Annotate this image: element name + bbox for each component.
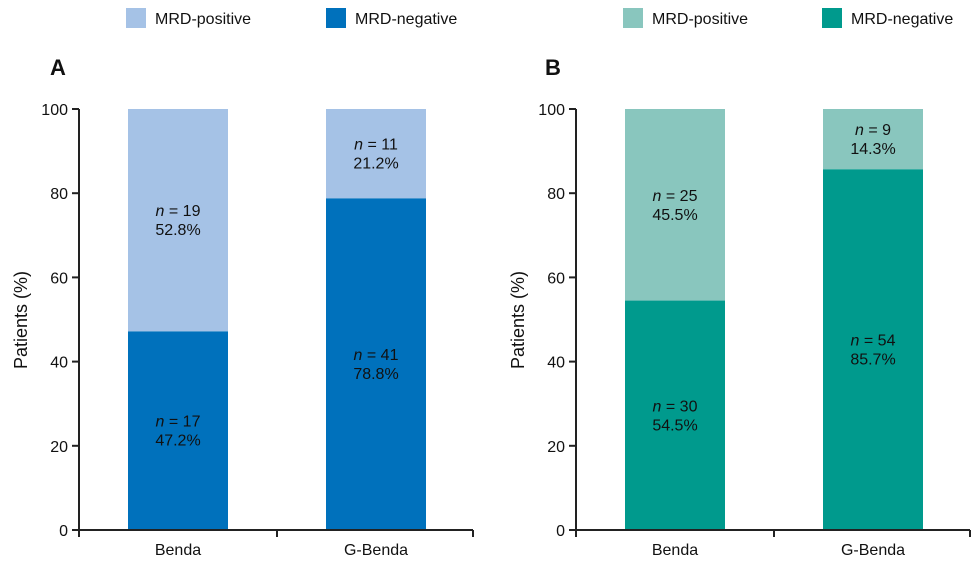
data-label-percent-mrd-negative-g-benda-b: 85.7% bbox=[850, 352, 895, 369]
x-tick-label-g-benda-b: G-Benda bbox=[841, 542, 905, 559]
data-label-n-mrd-positive-benda-a: n = 19 bbox=[156, 203, 201, 220]
data-label-n-mrd-positive-g-benda-a: n = 11 bbox=[354, 137, 398, 154]
data-label-n-mrd-positive-benda-b: n = 25 bbox=[653, 188, 698, 205]
legend-label-mrd-positive-a: MRD-positive bbox=[155, 11, 251, 28]
x-tick-label-benda-b: Benda bbox=[652, 542, 698, 559]
y-tick-label-0-b: 0 bbox=[556, 523, 565, 540]
bar-mrd-positive-g-benda-a bbox=[326, 109, 426, 199]
y-tick-label-100-a: 100 bbox=[41, 102, 68, 119]
y-tick-label-80-b: 80 bbox=[547, 186, 565, 203]
y-tick-label-20-a: 20 bbox=[50, 439, 68, 456]
data-label-percent-mrd-positive-benda-b: 45.5% bbox=[652, 207, 697, 224]
y-tick-label-100-b: 100 bbox=[538, 102, 565, 119]
legend-swatch-mrd-negative-a bbox=[326, 8, 346, 28]
legend-swatch-mrd-positive-a bbox=[126, 8, 146, 28]
bar-mrd-positive-benda-a bbox=[128, 109, 228, 332]
data-label-percent-mrd-negative-benda-a: 47.2% bbox=[155, 433, 200, 450]
y-tick-label-80-a: 80 bbox=[50, 186, 68, 203]
y-axis-label-a: Patients (%) bbox=[11, 271, 31, 369]
data-label-n-mrd-negative-g-benda-a: n = 41 bbox=[354, 347, 399, 364]
bar-mrd-negative-benda-b bbox=[625, 300, 725, 530]
panel-label-a: A bbox=[50, 55, 66, 80]
data-label-percent-mrd-positive-benda-a: 52.8% bbox=[155, 222, 200, 239]
legend-swatch-mrd-positive-b bbox=[623, 8, 643, 28]
data-label-percent-mrd-positive-g-benda-a: 21.2% bbox=[353, 156, 398, 173]
y-tick-label-20-b: 20 bbox=[547, 439, 565, 456]
bar-mrd-positive-g-benda-b bbox=[823, 109, 923, 170]
data-label-n-mrd-negative-benda-b: n = 30 bbox=[653, 398, 698, 415]
x-tick-label-benda-a: Benda bbox=[155, 542, 201, 559]
legend-label-mrd-positive-b: MRD-positive bbox=[652, 11, 748, 28]
bar-mrd-negative-g-benda-a bbox=[326, 198, 426, 530]
y-tick-label-40-b: 40 bbox=[547, 355, 565, 372]
data-label-percent-mrd-negative-g-benda-a: 78.8% bbox=[353, 366, 398, 383]
data-label-n-mrd-positive-g-benda-b: n = 9 bbox=[855, 122, 891, 139]
bar-mrd-negative-g-benda-b bbox=[823, 169, 923, 530]
y-tick-label-0-a: 0 bbox=[59, 523, 68, 540]
legend-label-mrd-negative-b: MRD-negative bbox=[851, 11, 953, 28]
data-label-n-mrd-negative-g-benda-b: n = 54 bbox=[851, 333, 896, 350]
y-tick-label-60-a: 60 bbox=[50, 270, 68, 287]
y-axis-label-b: Patients (%) bbox=[508, 271, 528, 369]
legend-swatch-mrd-negative-b bbox=[822, 8, 842, 28]
y-tick-label-60-b: 60 bbox=[547, 270, 565, 287]
legend-label-mrd-negative-a: MRD-negative bbox=[355, 11, 457, 28]
x-tick-label-g-benda-a: G-Benda bbox=[344, 542, 408, 559]
bar-mrd-positive-benda-b bbox=[625, 109, 725, 301]
data-label-percent-mrd-positive-g-benda-b: 14.3% bbox=[850, 141, 895, 158]
y-tick-label-40-a: 40 bbox=[50, 355, 68, 372]
data-label-n-mrd-negative-benda-a: n = 17 bbox=[156, 414, 201, 431]
data-label-percent-mrd-negative-benda-b: 54.5% bbox=[652, 417, 697, 434]
bar-mrd-negative-benda-a bbox=[128, 331, 228, 530]
panel-label-b: B bbox=[545, 55, 561, 80]
